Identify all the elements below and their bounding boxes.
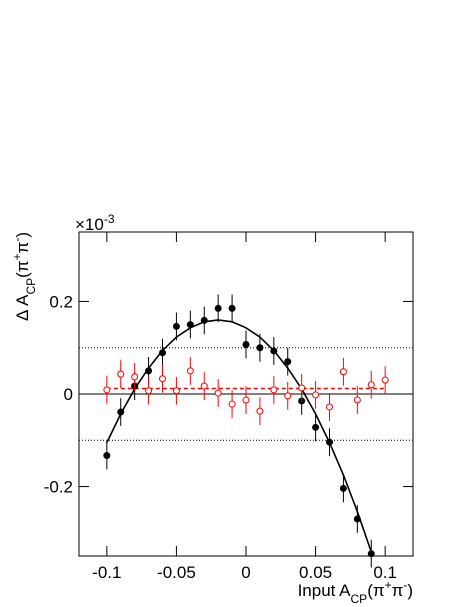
data-point: [200, 316, 208, 324]
data-point: [103, 386, 111, 394]
y-tick-label: -0.2: [44, 478, 73, 497]
y-tick-label: 0: [64, 385, 73, 404]
data-point: [256, 407, 264, 415]
x-axis-label-part: +: [385, 578, 392, 592]
data-point: [353, 396, 361, 404]
y-axis-label-part: -: [10, 238, 24, 242]
data-point: [284, 358, 292, 366]
x-tick-label: -0.1: [92, 563, 121, 582]
data-point: [242, 396, 250, 404]
y-tick-label: 0.2: [49, 292, 73, 311]
x-axis-label-part: ): [407, 581, 413, 600]
data-point: [367, 381, 375, 389]
data-point: [186, 367, 194, 375]
data-point: [145, 387, 153, 395]
data-point: [214, 304, 222, 312]
data-point: [186, 321, 194, 329]
data-point: [312, 423, 320, 431]
data-point: [284, 392, 292, 400]
data-point: [172, 322, 180, 330]
data-point: [326, 438, 333, 446]
data-point: [117, 370, 125, 378]
x-axis-label-part: π: [392, 581, 404, 600]
data-point: [339, 368, 347, 376]
data-point: [117, 408, 125, 416]
data-point: [145, 367, 153, 375]
data-point: [159, 349, 166, 357]
x-tick-label: 0.05: [299, 563, 332, 582]
y-axis-label-part: Δ A: [13, 294, 32, 321]
y-axis-label-part: (π: [13, 260, 32, 277]
x-tick-label: -0.05: [157, 563, 196, 582]
data-point: [353, 515, 361, 523]
data-point: [381, 376, 389, 384]
data-point: [131, 373, 139, 381]
x-tick-label: 0: [241, 563, 250, 582]
x-tick-label: 0.1: [373, 563, 397, 582]
y-axis-label-part: +: [10, 253, 24, 260]
data-point: [298, 384, 306, 392]
axis-multiplier: ×10-3: [75, 212, 115, 234]
axis-multiplier-part: ×10: [75, 215, 104, 234]
data-point: [270, 386, 278, 394]
y-axis-label-part: π: [13, 242, 32, 254]
data-point: [312, 391, 320, 399]
axis-multiplier-part: -3: [104, 212, 115, 226]
data-point: [256, 344, 264, 352]
x-axis-label-part: Input A: [298, 581, 352, 600]
x-axis-label-part: -: [403, 578, 407, 592]
data-point: [228, 400, 236, 408]
x-axis-label-part: CP: [351, 592, 368, 606]
x-axis-label: Input ACP(π+π-): [298, 578, 413, 606]
y-axis-label-part: ): [13, 232, 32, 238]
data-point: [172, 387, 180, 395]
data-point: [159, 375, 166, 383]
data-point: [103, 452, 111, 460]
x-axis-label-part: (π: [367, 581, 384, 600]
data-point: [228, 304, 236, 312]
data-point: [339, 484, 347, 492]
y-axis-label: Δ ACP(π+π-): [10, 232, 38, 321]
data-point: [367, 550, 375, 558]
fit-curve: [106, 319, 373, 553]
y-axis-label-part: CP: [24, 278, 38, 295]
data-point: [270, 347, 278, 355]
data-point: [214, 389, 222, 397]
data-point: [326, 403, 333, 411]
data-point: [200, 382, 208, 390]
data-point: [242, 340, 250, 348]
